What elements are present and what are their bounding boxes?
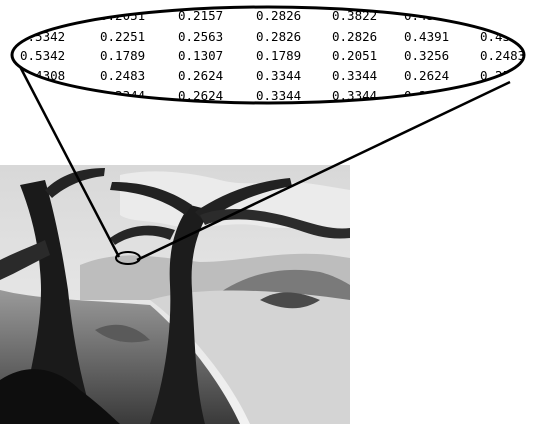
pixel-value: 0.2826 — [332, 29, 377, 44]
pixel-value: 0.3256 — [404, 48, 449, 63]
pixel-value: 0.2624 — [404, 68, 449, 83]
pixel-value: 0.2826 — [256, 8, 301, 23]
pixel-value: 0.2251 — [100, 29, 145, 44]
pixel-value: 0.4391 — [404, 29, 449, 44]
pixel-value: 0.2051 — [332, 48, 377, 63]
pixel-value: 0.2563 — [178, 29, 223, 44]
zoom-connector-line-right — [136, 80, 511, 262]
pixel-value: 0.2157 — [178, 8, 223, 23]
pixel-value: 0.1307 — [178, 48, 223, 63]
tree-painting — [0, 165, 350, 424]
pixel-value: 0.5342 — [20, 48, 65, 63]
pixel-value: 0.2624 — [178, 68, 223, 83]
pixel-value: 0.1789 — [100, 48, 145, 63]
pixel-value: 0.2483 — [100, 68, 145, 83]
pixel-value: 0.1789 — [256, 48, 301, 63]
pixel-value: 0.3344 — [256, 88, 301, 103]
magnified-ellipse — [10, 5, 526, 105]
pixel-value: 0.3344 — [256, 68, 301, 83]
pixel-value: 0.2624 — [178, 88, 223, 103]
pixel-value: 0.2483 — [480, 48, 525, 63]
pixel-value: 0.2826 — [256, 29, 301, 44]
pixel-value: 0.3344 — [332, 68, 377, 83]
zoom-connector-line-left — [12, 54, 121, 258]
